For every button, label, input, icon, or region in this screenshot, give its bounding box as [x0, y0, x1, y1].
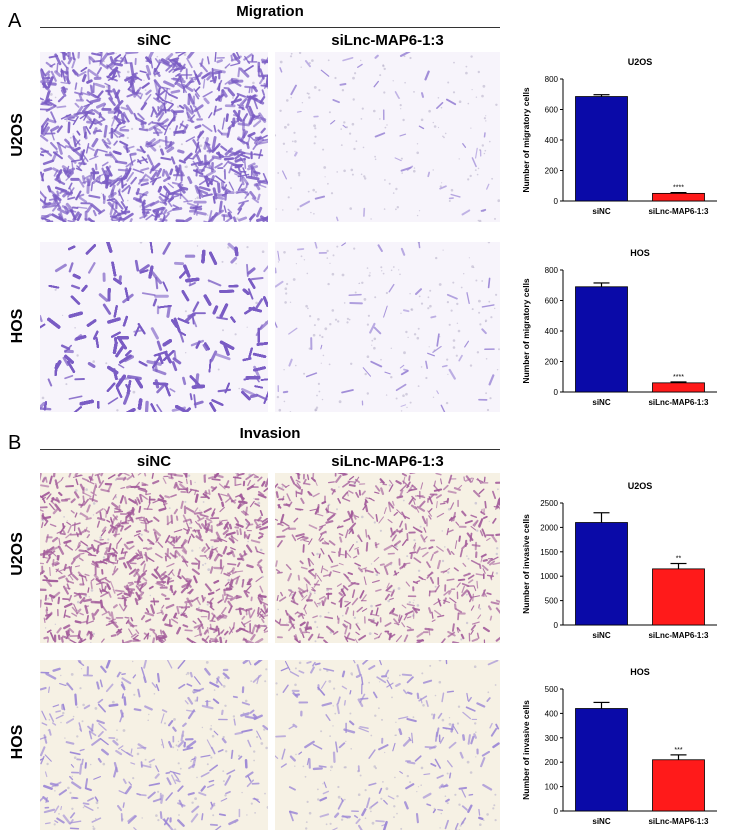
row-label-hos: HOS — [9, 308, 26, 344]
micrograph-invasion-hos-silnc — [275, 660, 500, 830]
bar-chart-migration-u2os: U2OS Number of migratory cells 0 200 400 600 8… — [505, 55, 730, 225]
micrograph-invasion-hos-sinc — [40, 660, 268, 830]
bar-chart-migration-hos: HOS Number of migratory cells 0 200 400 600 80… — [505, 246, 730, 416]
x-tick-label: siNC — [592, 207, 610, 216]
column-header-sinc: siNC — [136, 453, 172, 470]
y-axis-label: Number of migratory cells — [521, 278, 531, 384]
y-tick-label: 400 — [545, 136, 559, 145]
x-tick-label: siNC — [592, 817, 610, 826]
x-tick-label: siLnc-MAP6-1:3 — [648, 817, 709, 826]
significance-label: ** — [676, 556, 682, 563]
title-rule — [40, 449, 500, 450]
micrograph-migration-u2os-sinc — [40, 52, 268, 222]
x-tick-label: siNC — [592, 398, 610, 407]
y-axis-label: Number of migratory cells — [521, 87, 531, 193]
x-tick-label: siNC — [592, 631, 610, 640]
y-tick-label: 0 — [554, 621, 559, 630]
bar-silnc — [652, 568, 705, 626]
chart-title: HOS — [630, 248, 650, 258]
y-tick-label: 2500 — [540, 499, 558, 508]
y-tick-label: 1000 — [540, 572, 558, 581]
y-axis-label: Number of invasive cells — [521, 514, 531, 614]
section-title-invasion: Invasion — [239, 425, 301, 442]
y-tick-label: 500 — [545, 685, 559, 694]
micrograph-invasion-u2os-sinc — [40, 473, 268, 643]
column-header-silnc: siLnc-MAP6-1:3 — [331, 32, 444, 49]
y-tick-label: 600 — [545, 106, 559, 115]
significance-label: *** — [674, 747, 682, 754]
bar-sinc — [575, 286, 628, 393]
panel-letter-a: A — [8, 10, 22, 32]
y-tick-label: 800 — [545, 266, 559, 275]
column-header-sinc: siNC — [136, 32, 172, 49]
bar-sinc — [575, 96, 628, 202]
chart-title: U2OS — [628, 57, 653, 67]
micrograph-migration-hos-sinc — [40, 242, 268, 412]
x-tick-label: siLnc-MAP6-1:3 — [648, 631, 709, 640]
title-rule — [40, 27, 500, 28]
micrograph-invasion-u2os-silnc — [275, 473, 500, 643]
panel-letter-b: B — [8, 432, 22, 454]
y-tick-label: 2000 — [540, 523, 558, 532]
y-tick-label: 0 — [554, 197, 559, 206]
y-axis-label: Number of invasive cells — [521, 700, 531, 800]
y-tick-label: 400 — [545, 327, 559, 336]
row-label-hos: HOS — [9, 724, 26, 760]
column-header-silnc: siLnc-MAP6-1:3 — [331, 453, 444, 470]
bar-chart-invasion-hos: HOS Number of invasive cells 0 100 200 300 400… — [505, 665, 730, 835]
micrograph-migration-hos-silnc — [275, 242, 500, 412]
y-tick-label: 100 — [545, 783, 559, 792]
bar-sinc — [575, 522, 628, 626]
chart-title: U2OS — [628, 481, 653, 491]
bar-sinc — [575, 708, 628, 812]
row-label-u2os: U2OS — [9, 113, 26, 157]
x-tick-label: siLnc-MAP6-1:3 — [648, 207, 709, 216]
y-tick-label: 0 — [554, 388, 559, 397]
bar-silnc — [652, 759, 705, 812]
row-label-u2os: U2OS — [9, 532, 26, 576]
chart-title: HOS — [630, 667, 650, 677]
micrograph-migration-u2os-silnc — [275, 52, 500, 222]
y-tick-label: 400 — [545, 709, 559, 718]
bar-chart-invasion-u2os: U2OS Number of invasive cells 0 500 1000 1500… — [505, 479, 730, 649]
significance-label: **** — [673, 185, 684, 192]
bar-silnc — [652, 192, 705, 202]
y-tick-label: 1500 — [540, 548, 558, 557]
x-tick-label: siLnc-MAP6-1:3 — [648, 398, 709, 407]
y-tick-label: 200 — [545, 167, 559, 176]
significance-label: **** — [673, 374, 684, 381]
bar-silnc — [652, 382, 705, 393]
y-tick-label: 200 — [545, 358, 559, 367]
y-tick-label: 300 — [545, 734, 559, 743]
y-tick-label: 800 — [545, 75, 559, 84]
y-tick-label: 600 — [545, 297, 559, 306]
section-title-migration: Migration — [236, 3, 304, 20]
y-tick-label: 0 — [554, 807, 559, 816]
y-tick-label: 200 — [545, 758, 559, 767]
y-tick-label: 500 — [545, 597, 559, 606]
